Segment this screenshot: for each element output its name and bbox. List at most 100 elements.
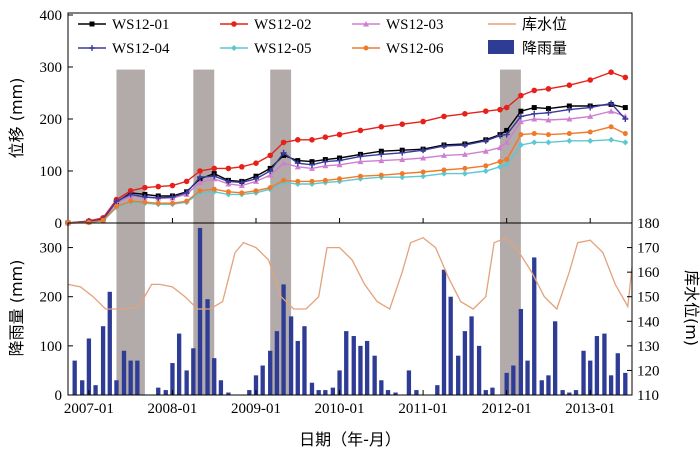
rainfall-bar [372,355,377,395]
series-point [482,148,489,154]
rainfall-bar [511,365,516,395]
series-point [420,173,427,180]
rainfall-bar [532,257,537,395]
series-point [399,174,406,181]
series-point [183,189,190,196]
rainfall-bar [330,387,336,395]
water-level-series-line [67,236,633,311]
series-point [253,188,259,194]
series-point [113,198,120,205]
rainfall-y-tick-label: 200 [40,290,63,306]
rainfall-bar [163,390,168,395]
x-tick-label: 2013-01 [565,401,615,417]
series-point [322,134,329,140]
rainfall-bar [588,360,593,395]
rainfall-bar [128,360,133,395]
rainfall-bar [448,296,453,395]
rainfall-bar [135,360,140,395]
legend-item-WS12-04: WS12-04 [78,41,170,57]
legend-item-库水位: 库水位 [488,16,567,33]
series-point [267,152,274,159]
top-y-tick-label: 0 [55,216,63,232]
x-tick-label: 2007-01 [64,401,114,417]
rainfall-bar [93,385,98,395]
series-point [211,173,218,180]
series-point [399,156,406,163]
rainfall-bar [156,387,161,395]
series-point [231,45,237,51]
series-point [566,106,573,113]
water-level-y-tick-label: 130 [637,339,660,355]
rainfall-y-tick-label: 300 [40,241,63,257]
rainfall-bar [476,345,482,395]
top-series-group [65,69,629,226]
series-point [517,142,524,148]
series-point [253,160,259,166]
series-point [531,105,537,111]
series-point [357,158,364,165]
series-point [531,131,537,137]
series-point [267,168,274,174]
rainfall-bar [197,227,203,395]
series-point [399,171,405,177]
series-point [357,153,364,160]
series-point [197,188,203,194]
x-tick-label: 2009-01 [231,401,281,417]
water-level-y-tick-label: 140 [637,314,660,330]
legend-label: 库水位 [522,16,567,33]
rainfall-bar [393,392,398,395]
series-point [378,124,385,130]
rainfall-bar [414,390,419,395]
series-point [183,178,190,185]
rainfall-bar [274,331,280,395]
legend: WS12-01 WS12-02 WS12-03 库水位 WS12-04 WS12-05 WS… [78,16,567,57]
rainfall-bar [344,331,349,395]
series-point [155,183,162,190]
series-point [295,178,301,184]
rainfall-bar [385,390,391,395]
series-point [496,132,503,139]
series-point [504,157,510,163]
series-point [141,194,148,200]
series-point [309,178,315,184]
series-point [441,113,447,120]
rainfall-bar [525,360,530,395]
series-point [441,152,447,158]
rainfall-bar [351,336,356,395]
series-point [518,92,524,99]
series-WS12-06 [65,124,628,226]
water-level-y-tick-label: 170 [637,241,660,257]
series-WS12-05 [65,136,629,226]
rainfall-bar [406,370,412,395]
series-point [503,104,510,111]
legend-item-降雨量: 降雨量 [488,40,567,57]
rainfall-bar [567,392,572,395]
rainfall-bar [441,269,447,395]
series-point [503,161,510,168]
series-point [482,137,489,144]
series-point [566,137,573,144]
series-point [238,164,245,170]
series-point [363,45,369,51]
legend-label: WS12-05 [254,41,312,57]
rainfall-bar [364,340,370,395]
series-point [337,176,343,182]
legend-item-WS12-01: WS12-01 [78,17,170,33]
series-point [608,108,615,114]
rainfall-bar [608,375,614,395]
series-point [517,113,524,120]
rainfall-bar [288,316,294,395]
series-point [566,82,573,88]
series-point [211,165,218,172]
series-point [441,167,447,173]
series-point [308,161,315,168]
rainfall-bar [358,345,363,395]
rainfall-bar [191,348,196,395]
series-point [281,177,287,183]
rainfall-bar [581,350,586,395]
series-point [127,191,134,198]
rainfall-bar [309,382,315,395]
series-point [197,179,204,185]
series-point [545,106,551,112]
